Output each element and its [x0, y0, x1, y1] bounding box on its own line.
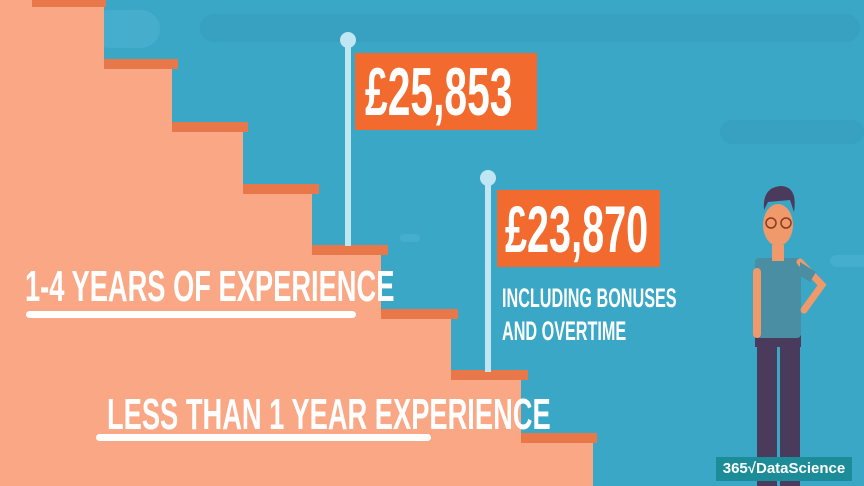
background-streaks: [90, 10, 864, 267]
salary-note-line-2: AND OVERTIME: [502, 316, 627, 346]
character-illustration: [753, 186, 827, 486]
flagpole-1: [340, 32, 356, 246]
salary-value-1: £25,853: [365, 54, 513, 130]
salary-value-2: £23,870: [505, 192, 649, 266]
label-1-4-years: 1-4 YEARS OF EXPERIENCE: [25, 262, 395, 311]
underline-less-than-1-year: [96, 434, 431, 441]
flagpole-2: [480, 170, 496, 372]
salary-flag-2: £23,870: [497, 190, 660, 267]
stair-treads: [32, 0, 597, 443]
stairs: [0, 0, 593, 486]
salary-note-line-1: INCLUDING BONUSES: [502, 283, 677, 313]
brand-logo: 365√DataScience: [716, 457, 852, 481]
salary-flag-1: £25,853: [355, 53, 537, 130]
label-less-than-1-year: LESS THAN 1 YEAR EXPERIENCE: [107, 390, 551, 439]
underline-1-4-years: [26, 311, 356, 318]
